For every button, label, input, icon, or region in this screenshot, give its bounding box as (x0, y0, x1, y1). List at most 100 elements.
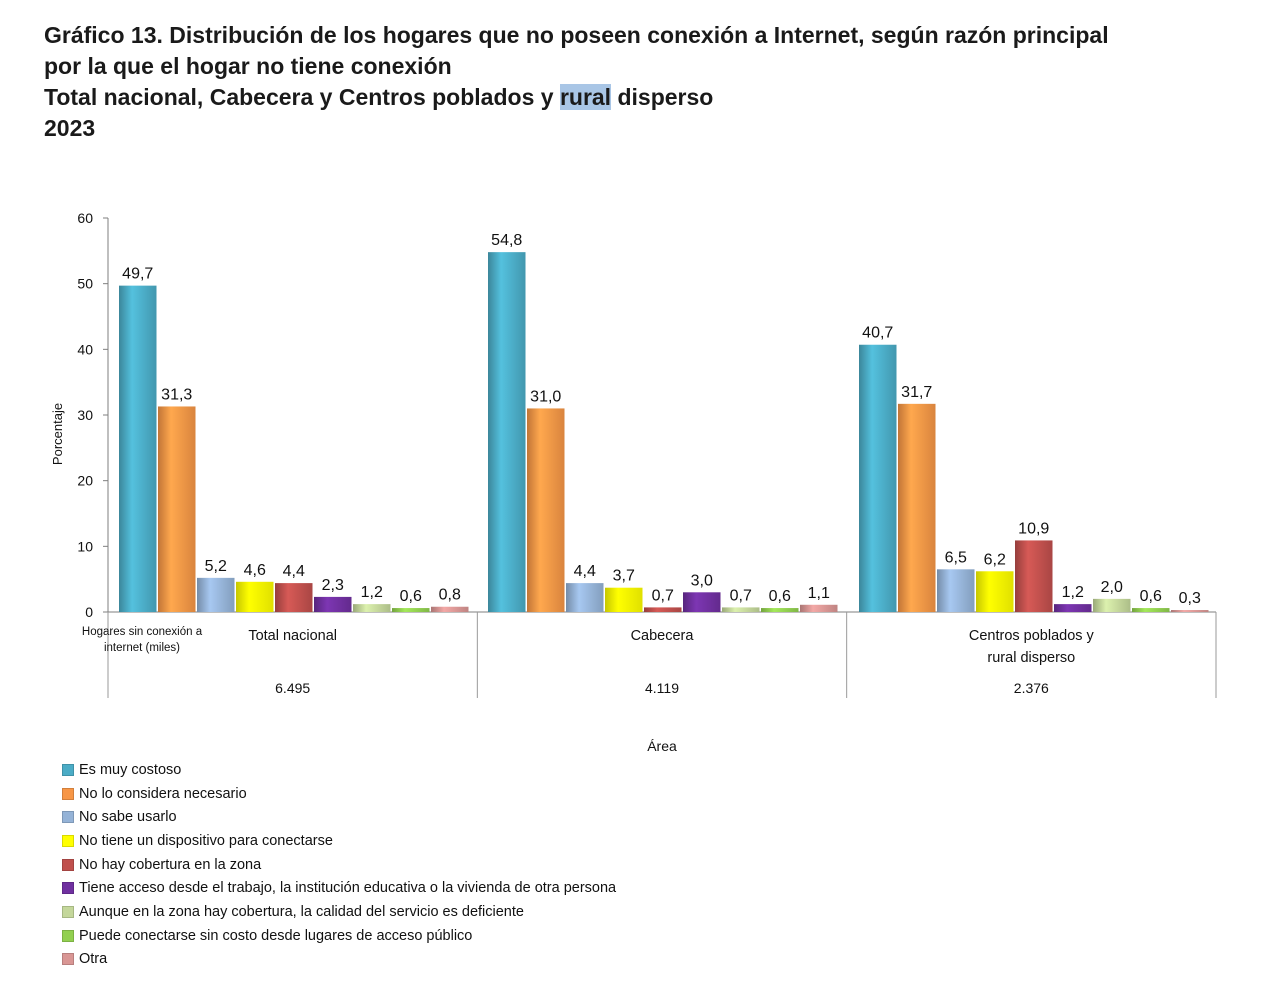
table-row-label: internet (miles) (104, 642, 180, 654)
data-label: 6,5 (945, 549, 967, 566)
data-label: 4,4 (283, 563, 305, 580)
legend-swatch (62, 929, 74, 942)
data-label: 0,7 (652, 587, 674, 604)
legend-label: No tiene un dispositivo para conectarse (79, 832, 333, 849)
bar (1093, 598, 1131, 612)
legend-item: Puede conectarse sin costo desde lugares… (62, 924, 616, 948)
data-label: 1,2 (1062, 584, 1084, 601)
bar (761, 608, 799, 612)
data-label: 10,9 (1018, 520, 1049, 537)
bar (683, 592, 721, 612)
data-label: 3,7 (613, 568, 635, 585)
data-label: 31,3 (161, 386, 192, 403)
bar (314, 596, 352, 612)
bar (527, 408, 565, 612)
data-label: 1,2 (361, 584, 383, 601)
category-label: Centros poblados y (969, 628, 1095, 644)
data-label: 0,6 (769, 588, 791, 605)
y-tick-label: 60 (77, 210, 93, 226)
legend-label: Otra (79, 951, 108, 968)
bar (119, 285, 157, 612)
bar (1015, 540, 1053, 612)
bar (275, 583, 313, 612)
category-label: Total nacional (248, 628, 337, 644)
legend-label: Puede conectarse sin costo desde lugares… (79, 927, 473, 944)
legend-swatch (62, 858, 74, 871)
legend-item: No sabe usarlo (62, 805, 616, 829)
legend-swatch (62, 882, 74, 895)
data-label: 0,6 (400, 588, 422, 605)
bar (605, 587, 643, 612)
chart-title-line3-pre: Total nacional, Cabecera y Centros pobla… (44, 84, 560, 110)
legend-label: Aunque en la zona hay cobertura, la cali… (79, 903, 524, 920)
bar (644, 607, 682, 612)
chart-title-line3-post: disperso (611, 84, 714, 110)
legend-swatch (62, 787, 74, 800)
bar (431, 606, 469, 612)
legend-swatch (62, 811, 74, 824)
y-tick-label: 50 (77, 276, 93, 292)
data-label: 0,8 (439, 587, 461, 604)
data-label: 2,0 (1101, 579, 1123, 596)
data-label: 0,7 (730, 587, 752, 604)
chart-title-line1: Gráfico 13. Distribución de los hogares … (44, 22, 1109, 48)
chart-legend: Es muy costoso No lo considera necesario N… (62, 758, 616, 971)
data-label: 0,3 (1179, 590, 1201, 607)
data-label: 31,0 (530, 388, 561, 405)
legend-label: Es muy costoso (79, 761, 182, 778)
y-tick-label: 20 (77, 473, 93, 489)
legend-swatch (62, 763, 74, 776)
bar (1132, 608, 1170, 612)
y-tick-label: 30 (77, 407, 93, 423)
chart-year: 2023 (44, 115, 96, 141)
chart-title-highlight: rural (559, 84, 612, 110)
data-label: 4,4 (574, 563, 596, 580)
legend-swatch (62, 905, 74, 918)
data-label: 2,3 (322, 577, 344, 594)
bar (1171, 610, 1209, 612)
legend-item: Aunque en la zona hay cobertura, la cali… (62, 900, 616, 924)
y-tick-label: 10 (77, 538, 93, 554)
data-label: 1,1 (808, 585, 830, 602)
x-axis-title: Área (647, 738, 677, 754)
bar (1054, 604, 1092, 612)
bar (976, 571, 1014, 612)
bar (937, 569, 975, 612)
legend-label: No hay cobertura en la zona (79, 856, 262, 873)
bar (488, 252, 526, 612)
legend-label: No lo considera necesario (79, 785, 247, 802)
chart-title-block: Gráfico 13. Distribución de los hogares … (44, 20, 1244, 144)
legend-swatch (62, 953, 74, 966)
legend-item: Es muy costoso (62, 758, 616, 782)
bar (722, 607, 760, 612)
table-value: 4.119 (645, 680, 679, 696)
bar (353, 604, 391, 612)
table-row-label: Hogares sin conexión a (82, 626, 203, 638)
bar (859, 344, 897, 612)
table-value: 6.495 (275, 680, 310, 696)
data-label: 54,8 (491, 232, 522, 249)
data-label: 31,7 (901, 384, 932, 401)
legend-label: Tiene acceso desde el trabajo, la instit… (79, 880, 617, 897)
y-tick-label: 40 (77, 341, 93, 357)
data-label: 0,6 (1140, 588, 1162, 605)
table-value: 2.376 (1014, 680, 1049, 696)
legend-item: No hay cobertura en la zona (62, 853, 616, 877)
data-label: 49,7 (122, 266, 153, 283)
legend-swatch (62, 834, 74, 847)
chart-title-line2: por la que el hogar no tiene conexión (44, 53, 452, 79)
legend-item: Otra (62, 948, 616, 972)
bar (236, 581, 274, 612)
data-label: 3,0 (691, 572, 713, 589)
bar (898, 403, 936, 612)
chart-title-line3: Total nacional, Cabecera y Centros pobla… (44, 82, 1244, 113)
y-axis-title: Porcentaje (50, 403, 65, 465)
legend-label: No sabe usarlo (79, 809, 177, 826)
bar (566, 583, 604, 612)
legend-item: No lo considera necesario (62, 782, 616, 806)
bar (800, 604, 838, 612)
category-label: rural disperso (987, 650, 1075, 666)
data-label: 4,6 (244, 562, 266, 579)
category-label: Cabecera (631, 628, 695, 644)
